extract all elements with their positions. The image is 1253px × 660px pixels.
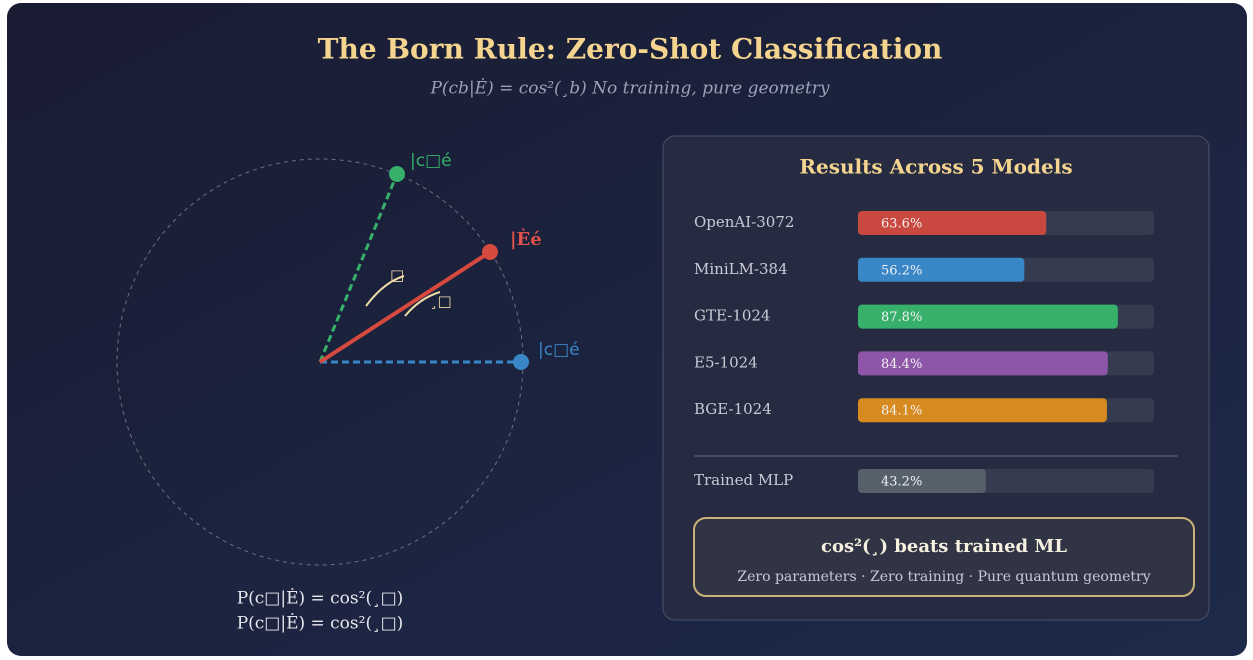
bar-label: 43.2%	[881, 475, 922, 490]
formula: P(c□|Ė) = cos²(¸□)	[237, 588, 404, 609]
title: The Born Rule: Zero-Shot Classification	[318, 33, 943, 66]
bar	[858, 351, 1108, 376]
bar-label: 84.1%	[881, 404, 922, 419]
subtitle: P(cb|Ė) = cos²(¸b) No training, pure geo…	[429, 78, 829, 99]
angle-label: ¸□	[430, 292, 452, 310]
vector-e	[318, 250, 492, 364]
label-c1: |c□é	[410, 151, 452, 171]
model-name: MiniLM-384	[694, 260, 788, 278]
formula: P(c□|Ė) = cos²(¸□)	[237, 613, 404, 634]
vector-c1	[318, 173, 399, 363]
bar-label: 87.8%	[881, 310, 922, 325]
model-name: Trained MLP	[694, 471, 793, 489]
callout-box	[693, 517, 1195, 597]
model-name: E5-1024	[694, 353, 758, 371]
bar-label: 56.2%	[881, 263, 922, 278]
label-c2: |c□é	[538, 340, 580, 360]
label-e: |Èé	[510, 227, 542, 250]
point-c2	[513, 354, 529, 370]
bar	[858, 469, 986, 493]
angle-arc	[365, 275, 405, 307]
bar-label: 63.6%	[881, 217, 922, 232]
bar	[858, 257, 1025, 282]
model-name: OpenAI-3072	[694, 213, 794, 231]
callout-title: cos²(¸) beats trained ML	[821, 536, 1067, 557]
angle-label: □	[390, 266, 404, 284]
vector-diagram: |c□é |Èé |c□é □ ¸□ P(c□|Ė) = cos²(¸□) P(…	[116, 151, 580, 634]
bar	[858, 304, 1118, 329]
panel-bg	[662, 135, 1210, 621]
angle-arc	[404, 291, 441, 317]
bar	[858, 398, 1107, 423]
bar	[858, 211, 1047, 235]
point-e	[482, 244, 498, 260]
model-name: GTE-1024	[694, 307, 770, 325]
callout-text: Zero parameters · Zero training · Pure q…	[737, 569, 1150, 585]
point-c1	[389, 166, 405, 182]
results-panel: Results Across 5 Models cos²(¸) beats tr…	[662, 135, 1210, 621]
panel-title: Results Across 5 Models	[799, 155, 1072, 179]
model-name: BGE-1024	[694, 400, 772, 418]
bar-label: 84.4%	[881, 357, 922, 372]
